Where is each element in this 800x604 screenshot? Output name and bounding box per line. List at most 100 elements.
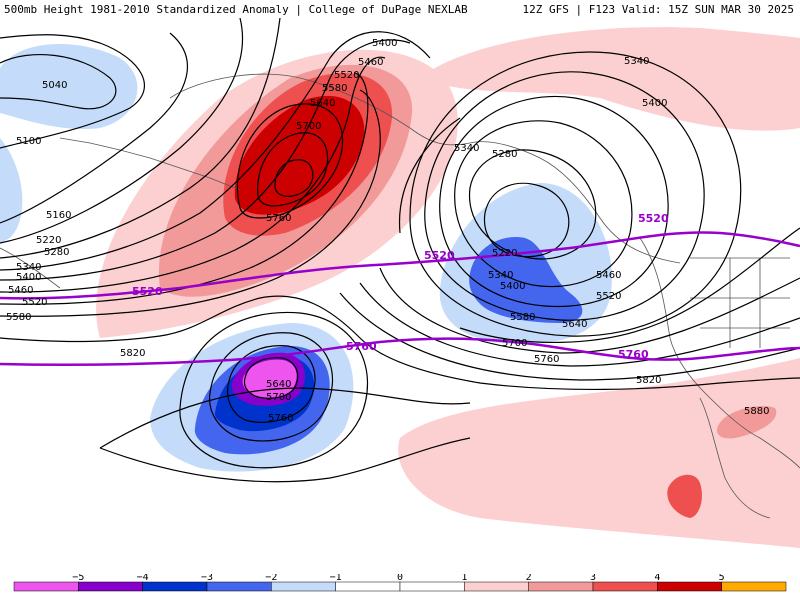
aleutian-chain (59, 137, 241, 191)
contour-5580 (0, 89, 381, 317)
state-borders (690, 257, 790, 348)
colorbar-bin (206, 581, 272, 592)
colorbar-bin (78, 581, 143, 592)
contour-5820 (0, 295, 800, 391)
colorbar-bin (528, 581, 594, 592)
contour-label: 5280 (44, 247, 69, 258)
colorbar-bin (13, 581, 79, 592)
contour-5280 (0, 18, 281, 259)
baja-outline (699, 397, 771, 519)
contour-label: 5340 (488, 270, 513, 281)
contour-label: 5520 (596, 291, 621, 302)
contour-label: 5760 (268, 413, 293, 424)
colorbar-bin (399, 581, 465, 592)
height-contours (0, 18, 800, 483)
header-bar: 500mb Height 1981-2010 Standardized Anom… (0, 0, 800, 18)
colorbar-bin (464, 581, 529, 592)
siberia-coast (0, 247, 61, 289)
contour-label: 5400 (16, 272, 41, 283)
contour-5160 (0, 32, 188, 224)
contour-south (99, 387, 471, 483)
highlight-contours (0, 231, 800, 367)
alaska-coast (169, 73, 681, 264)
highlight-label: 5760 (618, 348, 649, 361)
positive-anomaly-level4 (234, 95, 365, 215)
contour-label: 5580 (510, 312, 535, 323)
colorbar-bin (142, 581, 208, 592)
contour-ne-5400 (439, 96, 669, 308)
contour-label: 5100 (16, 136, 41, 147)
contour-ne-5340 (454, 120, 633, 288)
contour-ne-5580 (398, 117, 800, 344)
highlight-label: 5520 (132, 285, 163, 298)
contour-5040 (0, 54, 117, 110)
highlight-5760 (0, 337, 800, 367)
colorbar-tick-label: −5 (72, 574, 84, 583)
colorbar-tick-label: 4 (654, 574, 660, 583)
contour-label: 5400 (642, 98, 667, 109)
highlight-labels: 5520 5520 5520 5760 5760 (132, 212, 669, 361)
colorbar-tick-label: 5 (719, 574, 725, 583)
contour-label: 5700 (266, 392, 291, 403)
contour-label: 5820 (120, 348, 145, 359)
contour-5520 (0, 72, 369, 305)
contour-label: 5700 (502, 338, 527, 349)
contour-label: 5640 (266, 379, 291, 390)
contour-label: 5820 (636, 375, 661, 386)
contour-5340 (0, 31, 431, 271)
contour-label: 5220 (492, 248, 517, 259)
contour-5760-east (339, 292, 800, 381)
colorbar-bin (592, 581, 658, 592)
contour-label: 5460 (358, 57, 383, 68)
contour-5700-north (257, 132, 329, 207)
model-valid-time: 12Z GFS | F123 Valid: 15Z SUN MAR 30 202… (522, 3, 794, 16)
contour-label: 5640 (562, 319, 587, 330)
contour-label: 5460 (8, 285, 33, 296)
colorbar-bin (721, 581, 787, 592)
contour-label: 5580 (322, 83, 347, 94)
contour-label: 5220 (36, 235, 61, 246)
negative-anomaly-west-edge (0, 138, 23, 243)
positive-anomaly-baja (716, 406, 777, 439)
contour-label: 5460 (596, 270, 621, 281)
contour-5100 (0, 34, 145, 149)
contour-5220 (0, 18, 244, 244)
highlight-5520 (0, 231, 800, 300)
contour-label: 5400 (372, 38, 397, 49)
contour-label: 5520 (22, 297, 47, 308)
colorbar-bin (271, 581, 336, 592)
contour-label: 5700 (296, 121, 321, 132)
contour-label: 5340 (624, 56, 649, 67)
contour-label: 5880 (744, 406, 769, 417)
contour-label: 5340 (16, 262, 41, 273)
highlight-label: 5760 (346, 340, 377, 353)
colorbar-tick-label: −2 (265, 574, 277, 583)
colorbar-tick-label: −4 (137, 574, 149, 583)
contour-5640-east (379, 267, 800, 354)
highlight-label: 5520 (638, 212, 669, 225)
contour-ne-5220 (483, 182, 570, 258)
contour-5700-east (359, 282, 800, 367)
colorbar-tick-label: 1 (461, 574, 467, 583)
colorbar-tick-label: −3 (201, 574, 213, 583)
contour-5460 (0, 56, 386, 293)
colorbar: −5 −4 −3 −2 −1 0 1 2 3 4 5 (0, 572, 800, 600)
us-west-coast (639, 237, 800, 469)
contour-label: 5760 (534, 354, 559, 365)
contour-central-5820 (179, 311, 369, 469)
contour-label: 5280 (492, 149, 517, 160)
contour-ne-5520 (409, 51, 742, 337)
colorbar-tick-label: 2 (526, 574, 532, 583)
colorbar-bin (335, 581, 401, 592)
colorbar-tick-label: 0 (397, 574, 403, 583)
contour-label: 5040 (42, 80, 67, 91)
contour-label: 5520 (334, 70, 359, 81)
contour-labels: 5040 5100 5160 5220 5280 5340 5400 5460 … (6, 38, 769, 424)
contour-label: 5400 (500, 281, 525, 292)
negative-anomaly-bering (0, 44, 138, 130)
contour-5760-north (274, 159, 314, 197)
map-title: 500mb Height 1981-2010 Standardized Anom… (4, 3, 468, 16)
colorbar-scale: −5 −4 −3 −2 −1 0 1 2 3 4 5 (13, 572, 787, 592)
contour-central-5700 (227, 345, 316, 423)
contour-5400 (0, 39, 411, 281)
